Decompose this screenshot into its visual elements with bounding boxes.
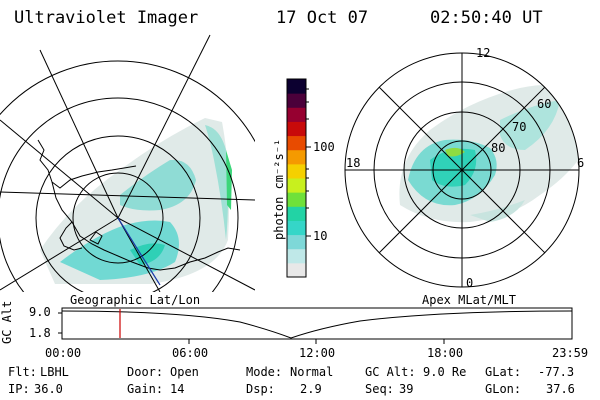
geographic-label: Geographic Lat/Lon — [70, 293, 201, 307]
mlt-label-6: 6 — [577, 156, 585, 170]
colorbar-stripe — [287, 79, 306, 94]
time-label: 02:50:40 UT — [430, 8, 543, 28]
colorbar-tick-10: 10 — [313, 229, 328, 243]
gain-label: Gain: — [127, 382, 164, 396]
mlat-label-60: 60 — [537, 97, 552, 111]
time-tick-1800: 18:00 — [427, 346, 464, 360]
colorbar-stripe — [287, 206, 306, 221]
time-tick-2359: 23:59 — [552, 346, 589, 360]
instrument-title: Ultraviolet Imager — [14, 8, 199, 28]
apex-aurora-emission — [399, 84, 579, 223]
filter-value: LBHL — [40, 365, 69, 379]
mlat-label-70: 70 — [512, 120, 527, 134]
colorbar-stripe — [287, 262, 306, 278]
altitude-curve — [61, 310, 573, 339]
colorbar-stripe — [287, 192, 306, 207]
colorbar-stripe — [287, 149, 306, 165]
glat-label: GLat: — [485, 365, 522, 379]
colorbar-tick-100: 100 — [313, 140, 335, 154]
colorbar-stripe — [287, 93, 306, 108]
mlt-label-12: 12 — [476, 46, 491, 60]
colorbar-stripe — [287, 248, 306, 264]
time-tick-0600: 06:00 — [172, 346, 209, 360]
colorbar-stripe — [287, 163, 306, 179]
glon-label: GLon: — [485, 382, 522, 396]
mlat-label-80: 80 — [491, 141, 506, 155]
colorbar-stripe — [287, 135, 306, 151]
colorbar-stripe — [287, 234, 306, 250]
mlt-label-18: 18 — [346, 156, 361, 170]
altitude-plot — [58, 307, 573, 344]
filter-label: Flt: — [8, 365, 37, 379]
door-value: Open — [170, 365, 199, 379]
dsp-value: 2.9 — [300, 382, 322, 396]
time-tick-1200: 12:00 — [299, 346, 336, 360]
colorbar-unit-label: photon cm⁻²s⁻¹ — [272, 138, 286, 240]
altitude-ytick-low: 1.8 — [29, 326, 51, 340]
apex-label: Apex MLat/MLT — [422, 293, 516, 307]
time-tick-0000: 00:00 — [45, 346, 82, 360]
dsp-label: Dsp: — [246, 382, 275, 396]
colorbar-stripe — [287, 121, 306, 137]
mode-label: Mode: — [246, 365, 283, 379]
gc-alt-label: GC Alt: — [365, 365, 416, 379]
geo-grid — [0, 34, 255, 292]
door-label: Door: — [127, 365, 164, 379]
apex-map — [344, 52, 580, 288]
geographic-map — [0, 34, 255, 292]
ip-value: 36.0 — [34, 382, 63, 396]
glat-value: -77.3 — [538, 365, 575, 379]
mode-value: Normal — [290, 365, 334, 379]
date-label: 17 Oct 07 — [276, 8, 369, 28]
terminator-line — [117, 217, 161, 286]
seq-label: Seq: — [365, 382, 394, 396]
altitude-ylabel: GC Alt — [0, 300, 14, 344]
colorbar-stripe — [287, 178, 306, 193]
gain-value: 14 — [170, 382, 185, 396]
gc-alt-value: 9.0 Re — [423, 365, 467, 379]
altitude-ytick-high: 9.0 — [29, 305, 51, 319]
colorbar-stripe — [287, 107, 306, 122]
ip-label: IP: — [8, 382, 30, 396]
glon-value: 37.6 — [546, 382, 575, 396]
colorbar — [286, 78, 311, 278]
coastline — [37, 139, 241, 271]
colorbar-stripe — [287, 220, 306, 236]
mlt-label-0: 0 — [466, 276, 474, 290]
seq-value: 39 — [399, 382, 414, 396]
